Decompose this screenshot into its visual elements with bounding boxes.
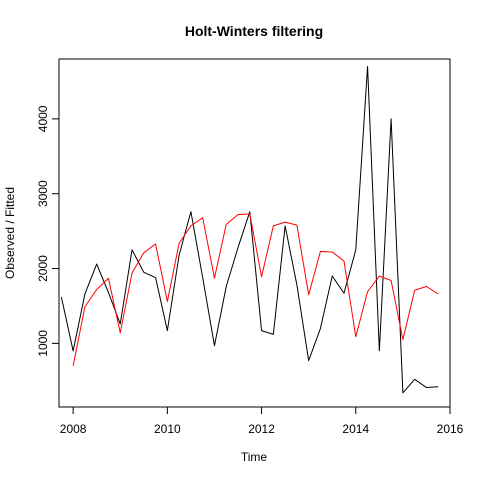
chart-title: Holt-Winters filtering [185,23,323,39]
x-axis-label: Time [241,450,268,464]
plot-frame [58,58,451,408]
x-tick-label: 2016 [437,422,464,436]
y-tick-label: 4000 [36,105,50,132]
x-tick-label: 2010 [154,422,181,436]
x-tick-label: 2012 [248,422,275,436]
x-tick-label: 2014 [342,422,369,436]
y-axis-label: Observed / Fitted [3,187,17,279]
observed-series-line [60,65,439,394]
y-tick-label: 2000 [36,255,50,282]
x-tick-label: 2008 [60,422,87,436]
y-tick-label: 1000 [36,330,50,357]
x-axis: 2008 2010 2012 2014 2016 [60,407,464,436]
fitted-series-line [72,213,439,366]
y-axis: 1000 2000 3000 4000 [36,105,59,357]
series-layer [60,65,439,394]
y-tick-label: 3000 [36,180,50,207]
